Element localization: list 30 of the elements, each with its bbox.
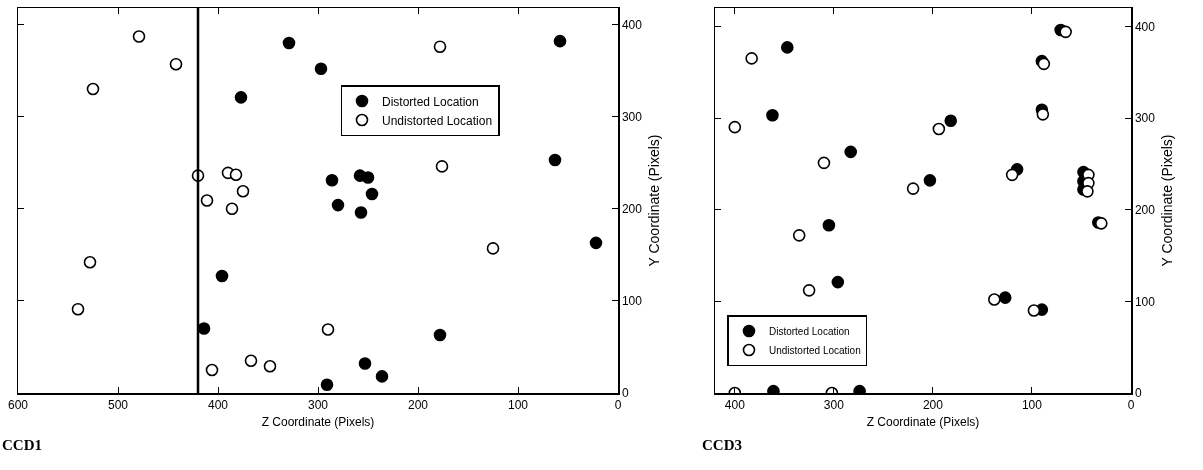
legend-label: Distorted Location: [768, 325, 850, 337]
legend-label: Undistorted Location: [382, 113, 493, 128]
y-tick-label: 100: [621, 294, 643, 309]
x-tick-label: 500: [107, 397, 129, 412]
legend-label: Distorted Location: [382, 94, 479, 109]
x-tick-label: 400: [724, 397, 746, 412]
x-tick-label: 300: [823, 397, 845, 412]
text: CCD3: [702, 437, 742, 453]
y-tick-label: 200: [621, 201, 643, 216]
y-tick-label: 100: [1134, 294, 1156, 309]
y-tick-label: 200: [1134, 202, 1156, 217]
x-tick-label: 400: [207, 397, 229, 412]
x-axis-title: Z Coordinate (Pixels): [866, 414, 980, 429]
legend-label: Undistorted Location: [768, 344, 861, 356]
x-tick-label: 300: [307, 397, 329, 412]
y-tick-label: 300: [621, 109, 643, 124]
x-tick-label: 200: [407, 397, 429, 412]
y-tick-label: 400: [621, 17, 643, 32]
y-axis-title: Y Coordinate (Pixels): [646, 134, 663, 267]
y-tick-label: 400: [1134, 19, 1156, 34]
x-tick-label: 100: [507, 397, 529, 412]
x-tick-label: 100: [1021, 397, 1043, 412]
text: CCD1: [2, 437, 42, 453]
y-tick-label: 0: [621, 386, 629, 401]
x-tick-label: 600: [7, 397, 29, 412]
x-axis-title: Z Coordinate (Pixels): [261, 414, 375, 429]
x-tick-label: 200: [922, 397, 944, 412]
y-tick-label: 0: [1134, 386, 1142, 401]
y-tick-label: 300: [1134, 111, 1156, 126]
y-axis-title: Y Coordinate (Pixels): [1159, 134, 1176, 267]
